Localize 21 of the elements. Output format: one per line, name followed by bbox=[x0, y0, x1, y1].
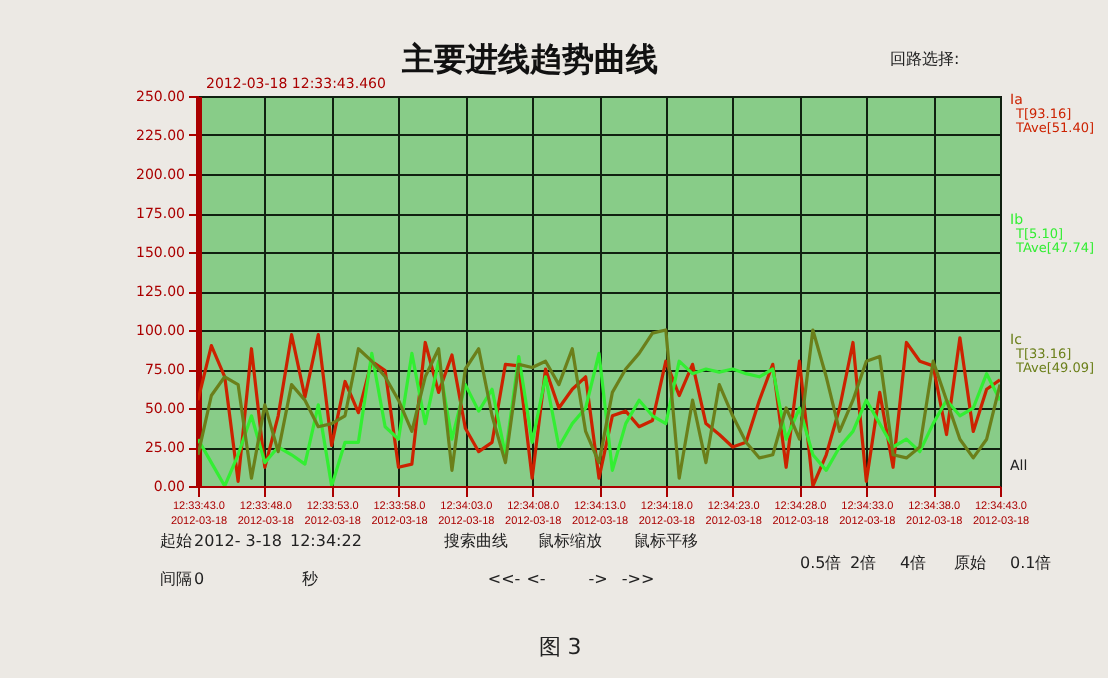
text: 间隔 bbox=[160, 570, 192, 588]
text: -> bbox=[588, 570, 608, 588]
text: 回路选择: bbox=[890, 50, 960, 68]
text: <<- bbox=[487, 570, 521, 588]
text: 2012- 3-18 bbox=[194, 532, 282, 550]
text: 搜索曲线 bbox=[444, 532, 508, 550]
text: 原始 bbox=[954, 554, 986, 572]
text: 鼠标缩放 bbox=[538, 532, 602, 550]
caption: 图 3 bbox=[538, 634, 582, 660]
text: 秒 bbox=[302, 570, 318, 588]
text: 4倍 bbox=[900, 554, 927, 572]
text: 鼠标平移 bbox=[634, 532, 698, 550]
text: 12:34:22 bbox=[290, 532, 362, 550]
text: 0 bbox=[194, 570, 205, 588]
chart-title: 主要进线趋势曲线 bbox=[400, 40, 658, 78]
text: 0.1倍 bbox=[1010, 554, 1052, 572]
text: 2倍 bbox=[850, 554, 877, 572]
text: <- bbox=[526, 570, 546, 588]
text: ->> bbox=[621, 570, 655, 588]
text: 起始 bbox=[160, 532, 192, 550]
text: 0.5倍 bbox=[800, 554, 842, 572]
